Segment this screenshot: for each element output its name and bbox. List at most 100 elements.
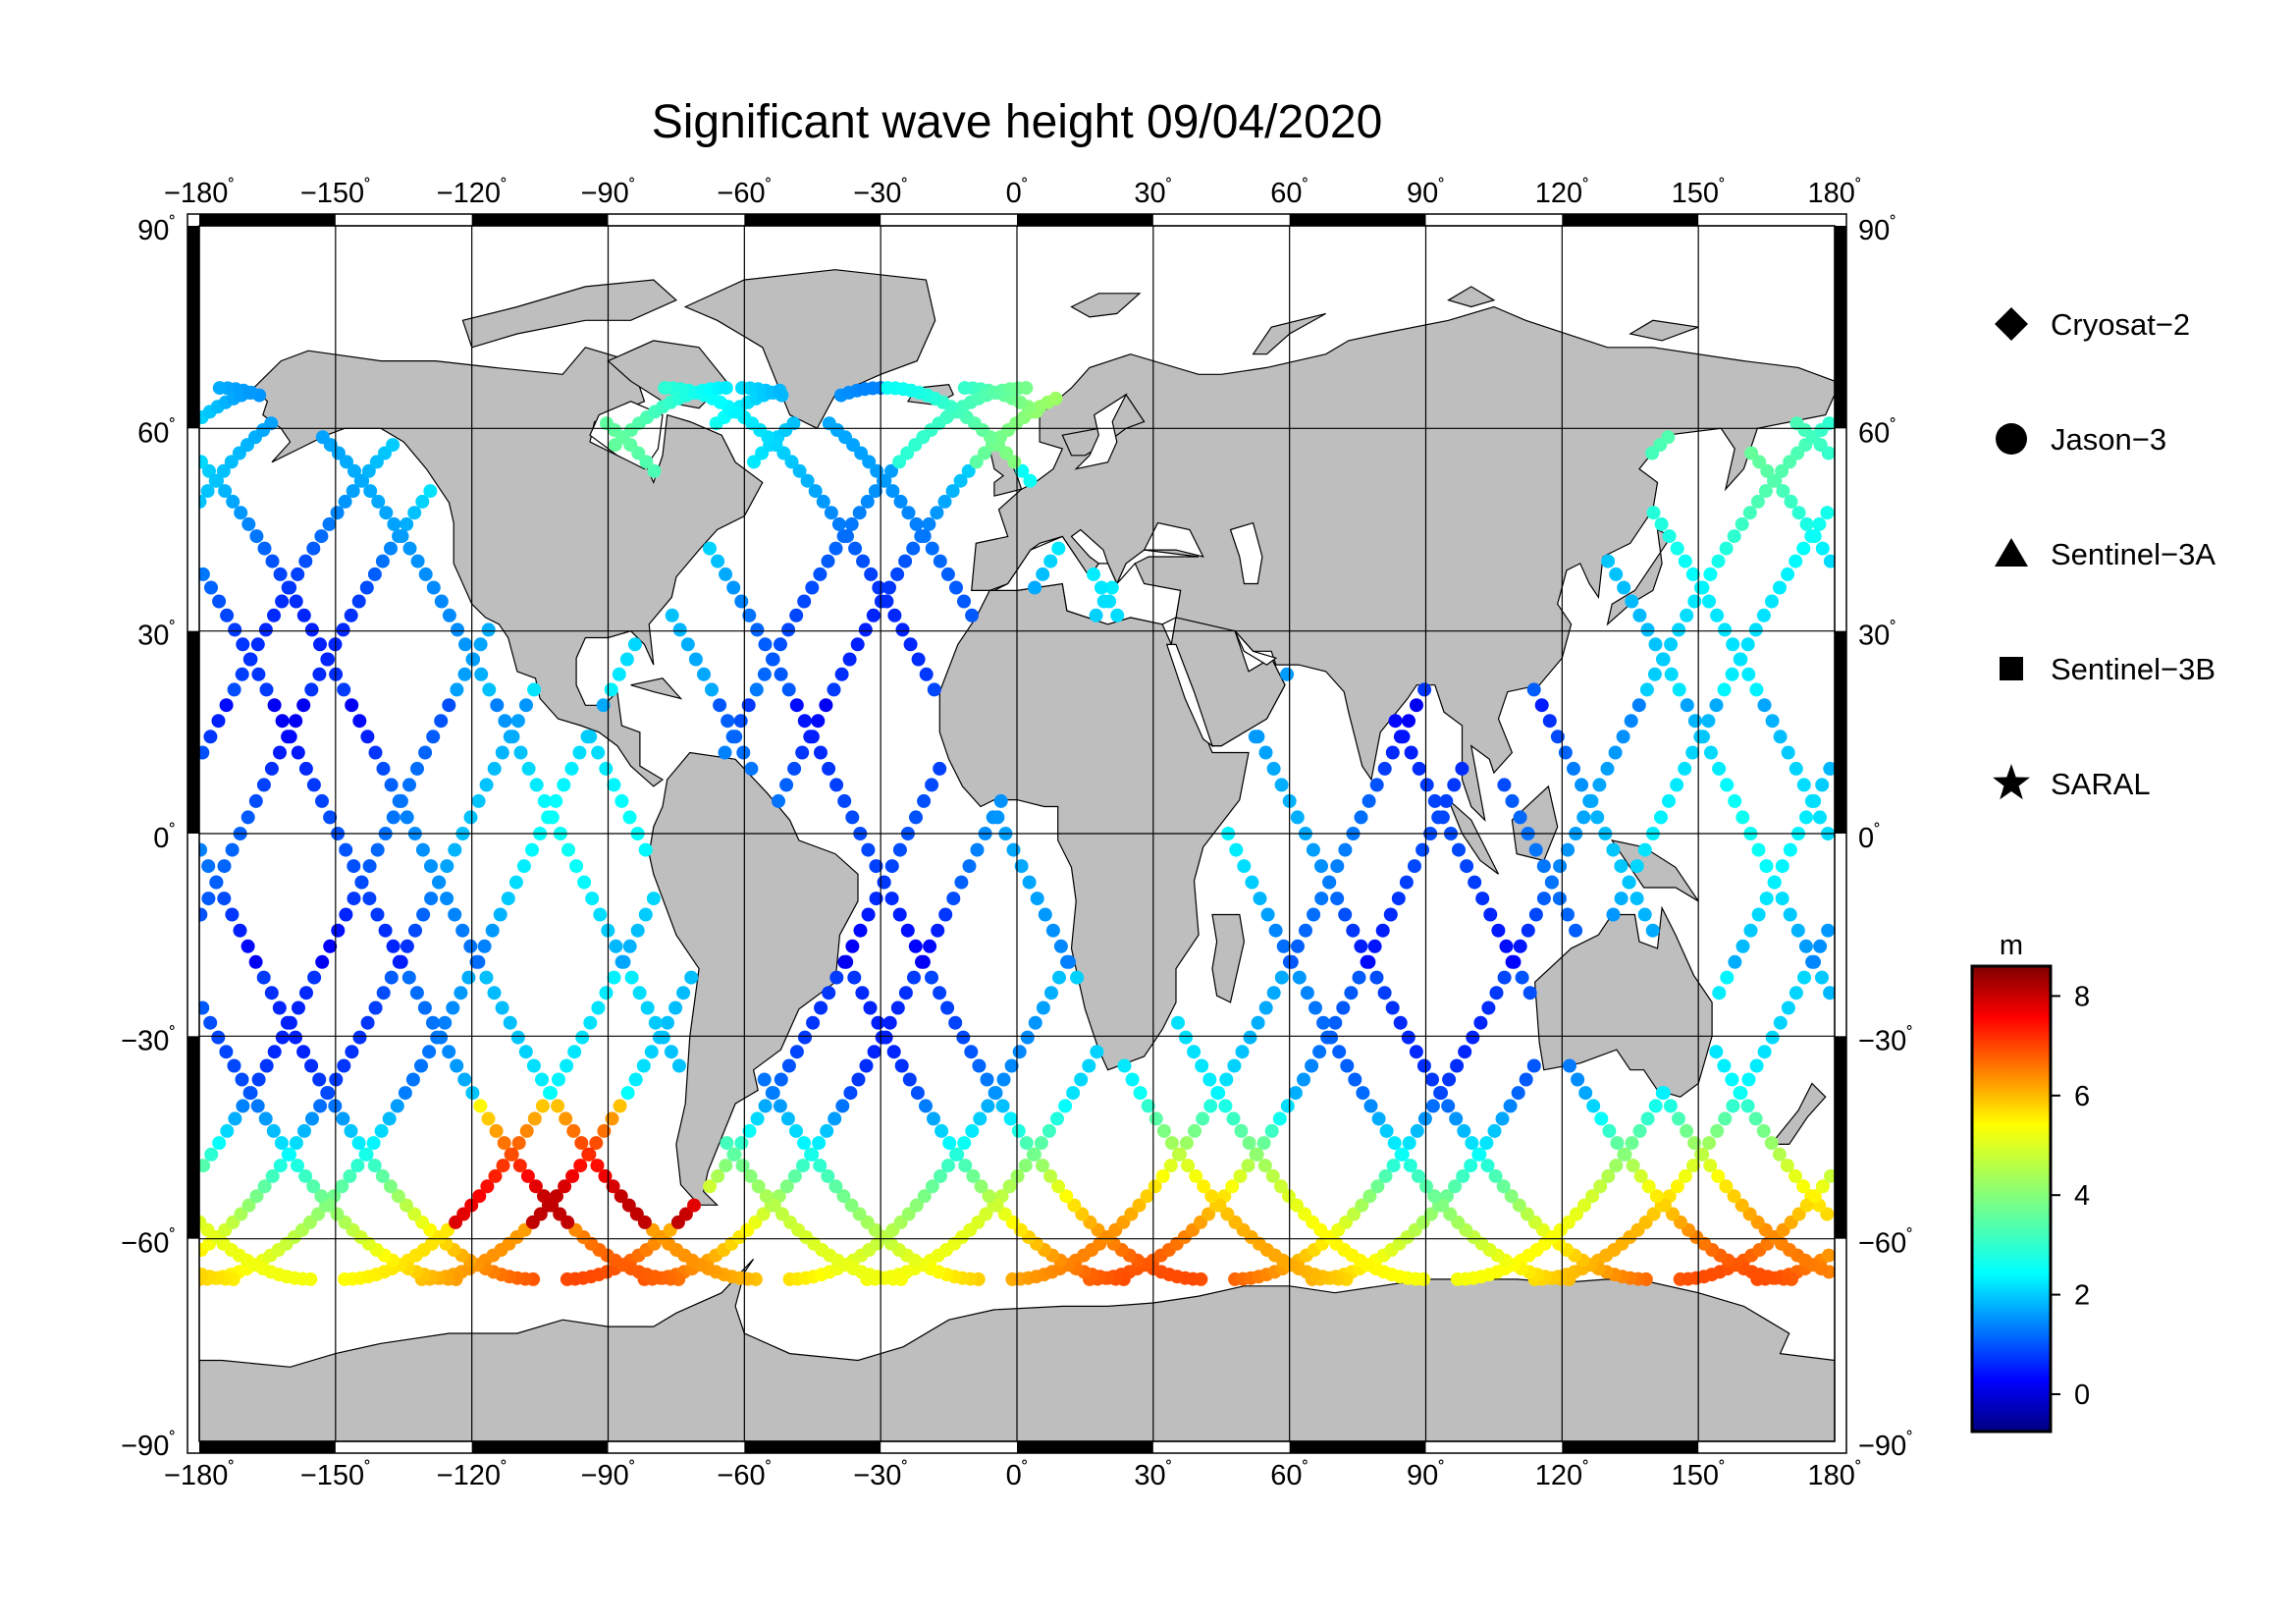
track-marker [402,778,416,792]
track-marker [415,842,430,857]
track-marker [283,1147,296,1162]
track-marker [719,381,733,396]
track-marker [1034,1136,1048,1151]
track-marker [1678,761,1692,776]
track-marker [417,1001,432,1015]
track-marker [1663,1099,1678,1113]
track-marker [1284,954,1299,969]
track-marker [599,761,614,776]
track-marker [1728,954,1742,969]
track-marker [1799,516,1814,531]
track-marker [482,682,497,697]
track-marker [848,541,863,556]
track-marker [1066,1086,1081,1101]
track-marker [596,698,611,713]
track-marker [859,1058,874,1073]
track-marker [454,986,468,1001]
track-marker [805,730,820,744]
track-marker [872,580,886,595]
track-marker [1300,986,1314,1001]
track-marker [1265,1168,1280,1183]
track-marker [1718,622,1733,637]
track-marker [1227,1058,1242,1073]
track-marker [1577,1198,1591,1213]
land-north-america [252,347,764,787]
track-marker [1695,1147,1710,1162]
land-south-america [648,751,859,1206]
track-marker [786,416,801,431]
track-marker [1614,892,1629,906]
track-marker [529,778,544,792]
track-marker [1346,923,1361,938]
track-marker [814,1001,828,1015]
track-marker [789,1123,803,1138]
track-marker [885,484,900,499]
track-marker [250,1099,265,1113]
track-marker [1616,730,1630,744]
track-marker [1202,1072,1217,1087]
track-marker [1070,970,1085,985]
track-marker [759,1189,774,1204]
track-marker [322,1198,337,1213]
track-marker [1237,859,1252,874]
frame-segment-left [187,1036,199,1239]
track-marker [1606,842,1621,857]
lon-tick-label-bottom: 0˚ [1006,1459,1029,1491]
track-marker [241,1198,256,1213]
track-marker [442,1045,456,1059]
track-marker [1695,580,1710,595]
lon-tick-label-top: 150˚ [1672,177,1726,209]
track-marker [1388,714,1403,729]
track-marker [1379,1123,1394,1138]
track-marker [1362,793,1376,808]
track-marker [1274,970,1289,985]
track-marker [843,1086,858,1101]
track-marker [199,455,208,469]
track-marker [744,761,759,776]
track-marker [734,1136,749,1151]
track-marker [527,682,542,697]
track-marker [828,541,843,556]
track-marker [298,554,313,568]
track-marker [1002,1179,1017,1194]
track-marker [1552,892,1567,906]
track-marker [937,494,952,509]
track-marker [1586,1099,1601,1113]
lat-tick-label-right: 30˚ [1858,620,1896,652]
track-marker [1062,954,1076,969]
frame-segment-bottom [1017,1441,1153,1453]
track-marker [1410,1123,1424,1138]
track-marker [1654,810,1668,825]
track-marker [988,1086,1003,1101]
track-marker [1141,1099,1155,1113]
track-marker [1633,1168,1648,1183]
track-marker [1457,1123,1471,1138]
land-severnaya-zemlya [1447,286,1496,308]
track-marker [323,939,338,953]
track-marker [1685,567,1700,581]
track-marker [218,484,233,499]
track-marker [1678,554,1692,568]
track-marker [720,1136,734,1151]
track-marker [1058,1099,1073,1113]
track-marker [1648,1099,1663,1113]
track-marker [1670,778,1684,792]
track-marker [234,1207,248,1221]
track-marker [347,892,361,906]
track-marker [336,622,350,637]
track-marker [1718,1111,1733,1126]
track-marker [211,714,226,729]
track-marker [877,473,890,488]
track-marker [957,381,972,396]
track-marker [557,778,571,792]
track-marker [1499,939,1514,953]
track-marker [352,714,367,729]
track-marker [1670,541,1684,556]
track-marker [965,1123,980,1138]
track-marker [1799,810,1813,825]
track-marker [1735,1198,1749,1213]
track-marker [1733,652,1747,667]
track-marker [1460,859,1474,874]
track-marker [1646,1207,1661,1221]
track-marker [1749,1058,1764,1073]
